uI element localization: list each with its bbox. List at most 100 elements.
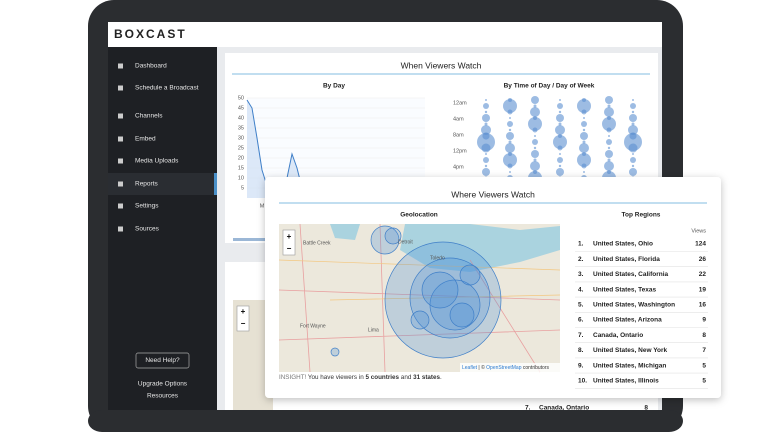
lake: [330, 224, 360, 240]
y-tick-label: 15: [238, 165, 244, 171]
nav-item[interactable]: Channels: [135, 113, 163, 120]
bubble: [483, 103, 489, 109]
rank: 5.: [578, 302, 584, 309]
sidebar: [108, 47, 217, 410]
zoom-out[interactable]: −: [287, 244, 292, 253]
region: Canada, Ontario: [593, 332, 643, 339]
rank: 6.: [578, 317, 584, 324]
bubble: [531, 150, 539, 158]
bubble: [482, 114, 490, 122]
bubble: [580, 132, 588, 140]
nav-icon: [118, 136, 123, 142]
rank: 7.: [525, 405, 531, 412]
bubble: [556, 168, 564, 176]
nav-item[interactable]: Media Uploads: [135, 158, 179, 165]
x-label: M: [260, 203, 265, 209]
rank: 7.: [578, 332, 584, 339]
region: United States, Michigan: [593, 362, 666, 369]
zoom-control[interactable]: [282, 229, 296, 256]
zoom-in[interactable]: +: [287, 232, 292, 241]
footer-link[interactable]: Upgrade Options: [138, 381, 188, 388]
text: | ©: [477, 364, 486, 371]
zoom-out[interactable]: −: [241, 319, 246, 328]
bubble: [583, 117, 585, 119]
bubble: [483, 157, 489, 163]
views: 26: [699, 256, 707, 263]
nav-item[interactable]: Reports: [135, 181, 159, 188]
text: 31 states: [413, 374, 440, 381]
map[interactable]: + − Battle Creek Detroit Fort Wayne Lima Tol…: [278, 223, 561, 373]
city-label: Toledo: [430, 255, 445, 261]
lake: [400, 224, 560, 272]
views: 8: [644, 405, 648, 412]
nav-item[interactable]: Embed: [135, 136, 156, 143]
bubble: [607, 158, 611, 162]
bubble: [503, 153, 517, 167]
bubble: [558, 164, 562, 168]
footer-link[interactable]: Resources: [147, 393, 179, 400]
bubble: [631, 164, 635, 168]
bubble: [553, 135, 567, 149]
nav-item[interactable]: Schedule a Broadcast: [135, 85, 199, 92]
nav-icon: [118, 181, 123, 187]
y-tick-label: 12pm: [453, 148, 467, 154]
views: 7: [702, 347, 706, 354]
bubble: [631, 110, 635, 114]
views: 16: [699, 302, 707, 309]
y-tick-label: 4am: [453, 116, 464, 122]
map-title: Geolocation: [400, 212, 438, 219]
text: 5 countries: [365, 374, 399, 381]
bubble: [605, 96, 613, 104]
views: 8: [702, 332, 706, 339]
rank: 4.: [578, 286, 584, 293]
region: United States, Florida: [593, 256, 660, 263]
bubble: [559, 153, 561, 155]
region: United States, New York: [593, 347, 668, 354]
nav-item[interactable]: Sources: [135, 226, 160, 233]
bubble: [507, 109, 513, 115]
bubble: [485, 153, 487, 155]
roads: [278, 259, 561, 301]
bubble: [606, 139, 612, 145]
bubble: [532, 139, 538, 145]
scrollbar: [233, 238, 269, 241]
city-label: Detroit: [398, 239, 413, 245]
bubble: [581, 109, 587, 115]
panel-title: When Viewers Watch: [401, 60, 482, 70]
text: and: [399, 374, 413, 381]
region: United States, Arizona: [593, 317, 662, 324]
bubble: [508, 140, 512, 144]
bubble: [582, 128, 586, 132]
link[interactable]: OpenStreetMap: [486, 365, 522, 371]
nav-icon: [118, 158, 123, 164]
nav-item[interactable]: Settings: [135, 203, 159, 210]
views: 5: [702, 378, 706, 385]
y-tick-label: 12am: [453, 100, 467, 106]
y-tick-label: 35: [238, 125, 244, 131]
y-tick-label: 20: [238, 155, 244, 161]
region: Canada, Ontario: [539, 405, 589, 412]
link[interactable]: Leaflet: [462, 365, 478, 371]
help-text[interactable]: Need Help?: [145, 357, 180, 364]
nav-accent: [214, 173, 217, 195]
bubble: [484, 110, 488, 114]
bubble: [509, 117, 511, 119]
zoom-in[interactable]: +: [241, 307, 246, 316]
nav-icon: [118, 113, 123, 119]
zoom-control[interactable]: [236, 305, 250, 332]
bubble: [503, 99, 517, 113]
nav-item[interactable]: Dashboard: [135, 63, 167, 70]
bubble: [481, 143, 491, 153]
bubble: [606, 127, 612, 133]
panel-title: Where Viewers Watch: [451, 189, 535, 199]
region: United States, Illinois: [593, 378, 659, 385]
attribution: Leaflet | © OpenStreetMap contributors: [462, 364, 549, 371]
bubble: [477, 133, 495, 151]
y-tick-label: 30: [238, 135, 244, 141]
help-button[interactable]: [135, 352, 190, 369]
bubble: [579, 143, 589, 153]
views: 22: [699, 271, 707, 278]
bubble: [628, 143, 638, 153]
y-tick-label: 8am: [453, 132, 464, 138]
bubble: [558, 122, 562, 126]
